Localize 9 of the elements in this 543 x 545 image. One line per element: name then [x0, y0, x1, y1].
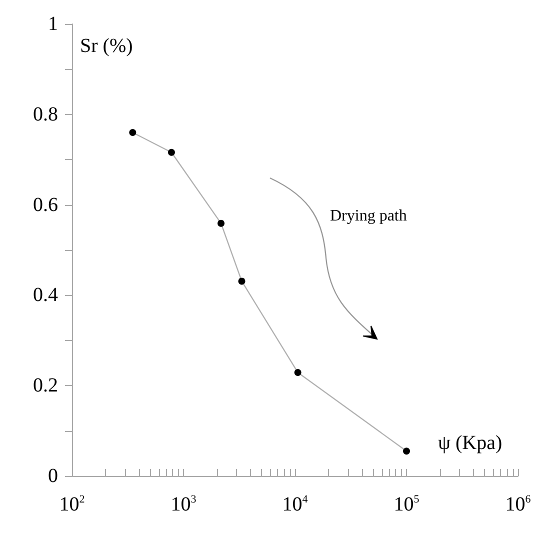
y-tick-label: 0.6	[33, 194, 58, 216]
y-axis-title: Sr (%)	[80, 35, 133, 57]
annotation: Drying path	[330, 208, 407, 224]
y-tick-label: 1	[48, 13, 58, 35]
y-tick-label: 0.8	[33, 103, 58, 126]
y-tick-label: 0	[48, 465, 58, 487]
x-axis-title: ψ (Kpa)	[438, 432, 502, 454]
y-tick-label: 0.4	[33, 284, 58, 306]
y-tick-label: 0.2	[33, 374, 58, 397]
